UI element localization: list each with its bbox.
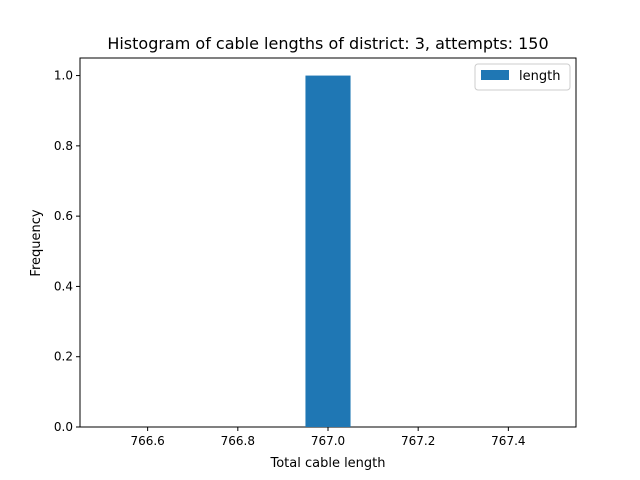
- y-axis-label: Frequency: [29, 209, 44, 276]
- x-tick-label: 767.4: [491, 434, 525, 448]
- x-axis-label: Total cable length: [269, 456, 385, 471]
- y-axis-ticks: 0.0 0.2 0.4 0.6 0.8 1.0: [54, 69, 80, 434]
- legend-label-length: length: [519, 69, 560, 84]
- legend-swatch: [481, 70, 509, 80]
- y-tick-label: 0.8: [54, 139, 73, 153]
- bars: [305, 75, 351, 428]
- x-tick-label: 766.6: [130, 434, 164, 448]
- x-tick-label: 767.2: [401, 434, 435, 448]
- x-tick-label: 767.0: [311, 434, 345, 448]
- y-tick-label: 1.0: [54, 69, 73, 83]
- y-tick-label: 0.2: [54, 350, 73, 364]
- histogram-bar-0: [305, 75, 351, 428]
- y-tick-label: 0.6: [54, 209, 73, 223]
- legend: length: [474, 63, 571, 91]
- y-tick-label: 0.0: [54, 420, 73, 434]
- x-tick-label: 766.8: [221, 434, 255, 448]
- plot-area: 766.6 766.8 767.0 767.2 767.4 0.00.20.40.60.…: [54, 57, 577, 448]
- x-axis-ticks: 766.6 766.8 767.0 767.2 767.4: [130, 427, 526, 448]
- chart-title: Histogram of cable lengths of district: …: [107, 34, 548, 53]
- y-tick-label: 0.4: [54, 279, 73, 293]
